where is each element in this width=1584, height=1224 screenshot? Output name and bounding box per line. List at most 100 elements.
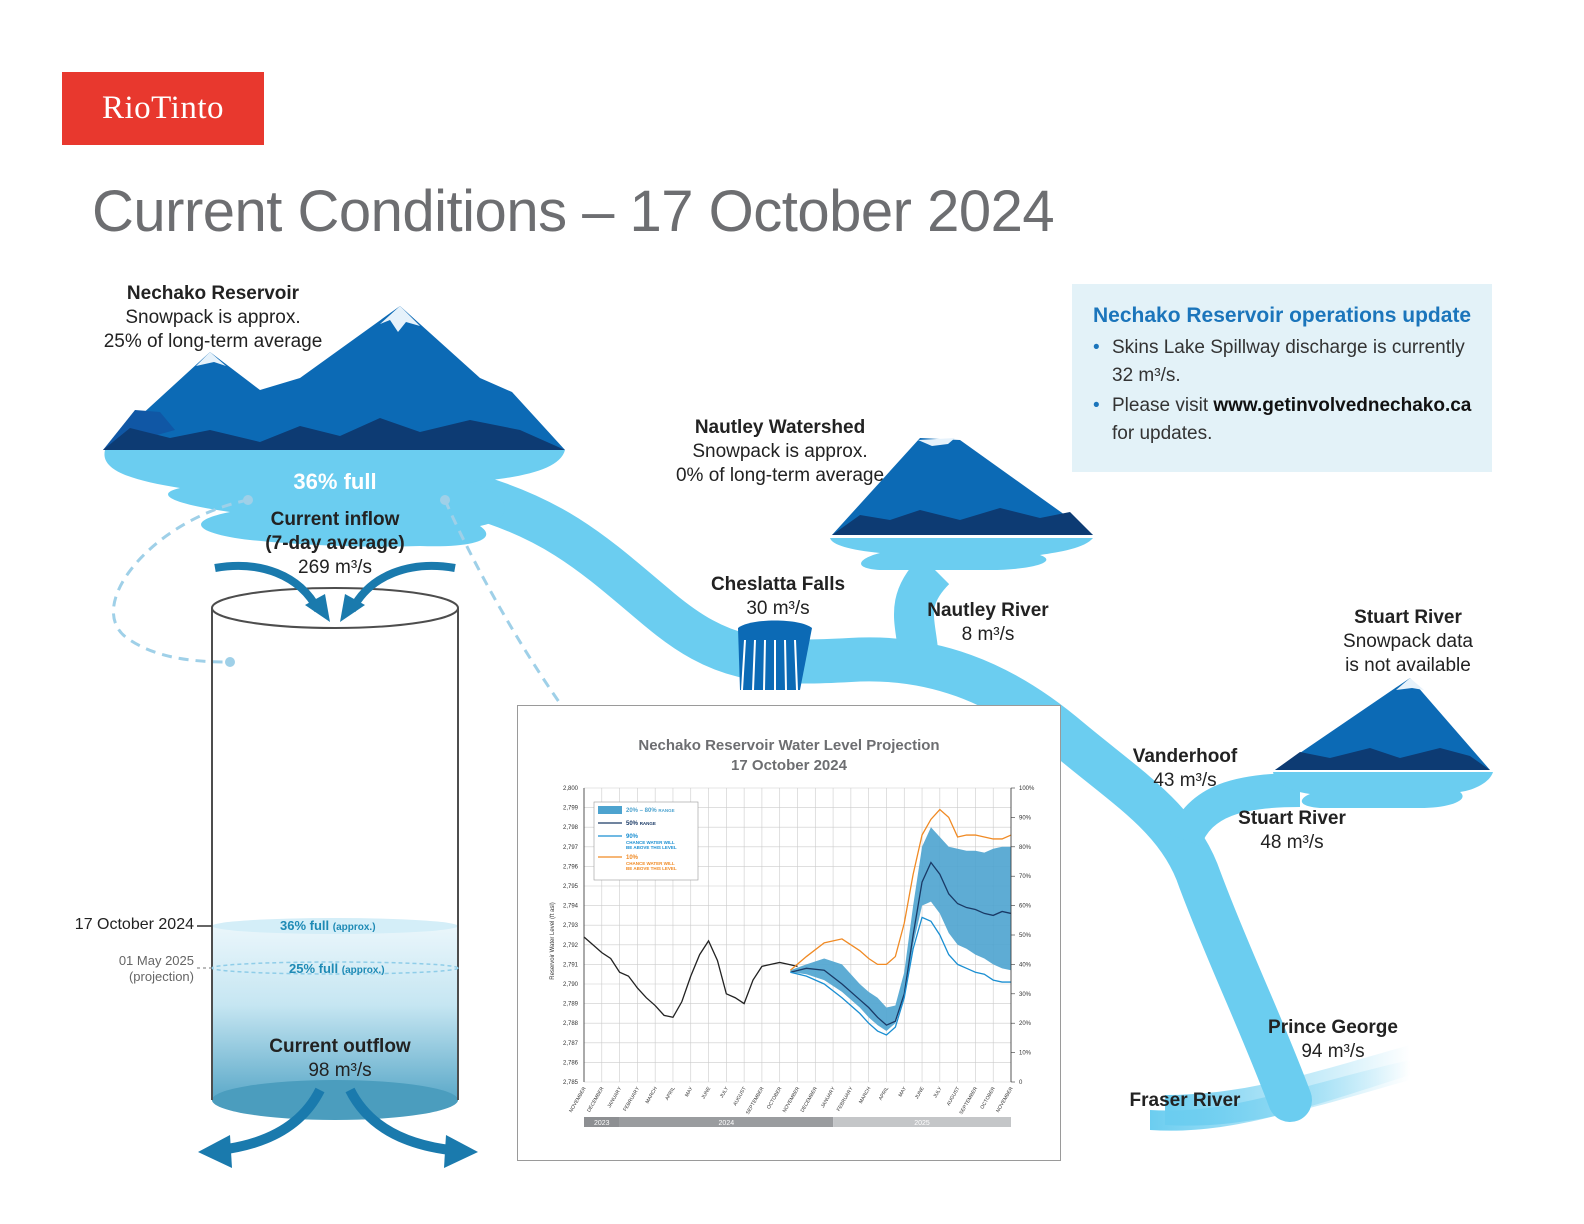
x-tick-label: MARCH [645,1086,660,1105]
legend-box [593,801,699,881]
operations-update-title: Nechako Reservoir operations update [1093,304,1472,327]
current-level-approx: (approx.) [332,922,376,933]
x-tick-label: MAY [898,1085,909,1098]
stuart-river-name: Stuart River [1238,808,1346,829]
water-level-chart: Nechako Reservoir Water Level Projection… [550,737,1035,1127]
y2-tick-label: 30% [1019,992,1032,998]
legend-sub: BE ABOVE THIS LEVEL [626,866,677,871]
nautley-river [894,555,950,653]
x-tick-label: OCTOBER [766,1086,784,1111]
water-level-chart-panel: Nechako Reservoir Water Level Projection… [517,705,1061,1161]
year-label: 2025 [914,1120,930,1127]
outflow-title: Current outflow [269,1036,411,1057]
nautley-snow [918,438,955,446]
nechako-mountain-snow [380,306,420,332]
y2-tick-label: 20% [1019,1021,1032,1027]
stuart-ridge [1275,748,1490,770]
x-tick-label: NOVEMBER [568,1086,588,1114]
chart-subtitle: 17 October 2024 [731,757,848,774]
chart-legend: 20% – 80% RANGE 50% RANGE 90% CHANCE WATER… [593,801,699,881]
prince-george-label: Prince George 94 m³/s [1258,1016,1408,1064]
current-level-percent: 36% full [280,918,330,933]
projection-level-text: 25% full (approx.) [289,961,385,976]
vanderhoof-value: 43 m³/s [1153,770,1217,791]
y2-tick-label: 70% [1019,874,1032,880]
y-tick-label: 2,796 [563,864,579,870]
operations-update-list: Skins Lake Spillway discharge is current… [1072,334,1492,448]
y-tick-label: 2,800 [563,786,579,792]
nautley-ridge [832,508,1093,535]
nautley-snowpack-line1: Snowpack is approx. [692,441,868,462]
year-bar [584,1117,620,1127]
cheslatta-value: 30 m³/s [746,598,810,619]
series-line-50 [790,861,1012,1026]
nechako-reservoir-label: Nechako Reservoir Snowpack is approx. 25… [100,282,326,354]
nautley-mountain [832,438,1093,535]
series-line-observed [583,936,798,1019]
x-tick-label: JANUARY [820,1085,837,1109]
y2-tick-label: 0 [1019,1080,1023,1086]
y2-tick-label: 40% [1019,962,1032,968]
legend-swatch [598,806,622,814]
website-prefix: Please visit [1112,395,1214,416]
cheslatta-falls [738,620,812,691]
x-tick-label: JUNE [701,1085,713,1100]
outflow-value: 98 m³/s [308,1060,372,1081]
year-label: 2024 [719,1120,735,1127]
y-tick-label: 2,797 [563,845,579,851]
fraser-river-body [1165,1045,1410,1126]
stuart-lake [1273,772,1493,808]
stuart-watershed-name: Stuart River [1354,607,1462,628]
cheslatta-name: Cheslatta Falls [710,574,846,595]
y-tick-label: 2,792 [563,943,579,949]
legend-label: 10% [626,855,639,861]
vanderhoof-label: Vanderhoof 43 m³/s [1115,745,1255,793]
chart-title: Nechako Reservoir Water Level Projection [638,737,939,754]
nechako-snowpack-line1: Snowpack is approx. [125,307,301,328]
rio-tinto-logo: RioTinto [62,72,264,145]
nechako-river [448,473,1312,1122]
inflow-sub: (7-day average) [265,533,405,554]
x-tick-label: AUGUST [946,1086,962,1107]
operations-update-item-spillway: Skins Lake Spillway discharge is current… [1093,334,1482,390]
y-tick-label: 2,787 [563,1041,579,1047]
y-tick-label: 2,793 [563,923,579,929]
nautley-watershed-name: Nautley Watershed [694,417,866,438]
stuart-snow [1396,678,1424,690]
inflow-arrows [214,561,456,612]
x-tick-label: OCTOBER [979,1086,997,1111]
y2-tick-label: 50% [1019,933,1032,939]
y-tick-label: 2,795 [563,884,579,890]
x-tick-label: NOVEMBER [782,1086,802,1114]
nechako-snowpack-line2: 25% of long-term average [103,331,323,352]
website-link[interactable]: www.getinvolvednechako.ca [1213,395,1472,416]
year-label: 2023 [594,1120,610,1127]
x-tick-label: APRIL [664,1086,677,1102]
projection-note: (projection) [128,969,194,984]
nautley-river-value: 8 m³/s [961,624,1015,645]
y-tick-label: 2,798 [563,825,579,831]
x-tick-label: JULY [719,1085,730,1099]
x-tick-label: JANUARY [606,1085,623,1109]
vanderhoof-name: Vanderhoof [1132,746,1238,767]
stuart-mountain [1275,678,1490,770]
chart-lines [583,808,1012,1036]
inflow-value: 269 m³/s [298,557,372,578]
x-tick-label: MAY [684,1085,695,1098]
stuart-river-value: 48 m³/s [1260,832,1324,853]
stuart-river [1169,773,1301,847]
y-tick-label: 2,794 [563,904,579,910]
nechako-lake [104,450,566,547]
x-tick-label: JULY [932,1085,943,1099]
stuart-river-label: Stuart River 48 m³/s [1222,807,1362,855]
projection-date: 01 May 2025 [118,953,194,968]
legend-sub: BE ABOVE THIS LEVEL [626,845,677,850]
x-tick-label: FEBRUARY [836,1085,855,1112]
reservoir-fill-percent: 36% full [293,469,377,494]
fraser-river-label: Fraser River [1115,1089,1255,1113]
projection-level-approx: (approx.) [341,965,385,976]
x-tick-label: FEBRUARY [622,1085,641,1112]
stuart-snowpack-line1: Snowpack data [1343,631,1473,652]
legend-label: 90% [626,834,639,840]
